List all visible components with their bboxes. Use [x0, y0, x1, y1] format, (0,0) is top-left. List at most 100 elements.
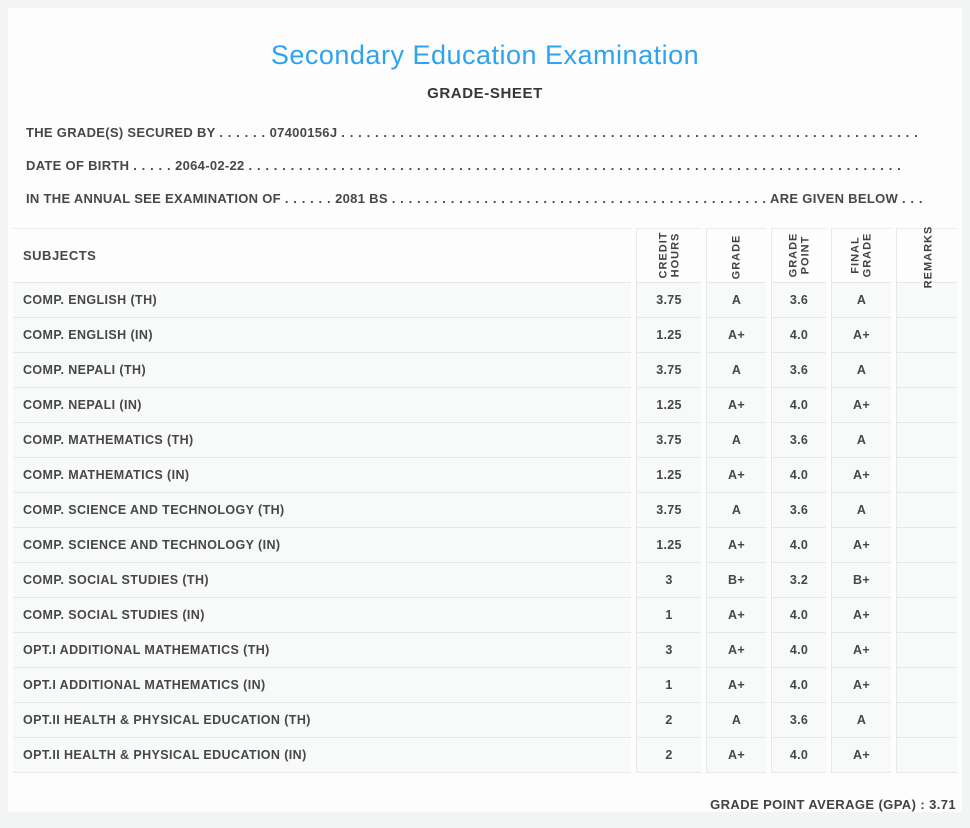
col-header-subjects: SUBJECTS: [13, 228, 631, 283]
table-row: COMP. NEPALI (TH) 3.75 A 3.6 A: [13, 353, 957, 388]
col-header-grade-point: GRADE POINT: [771, 228, 826, 283]
subject-cell: COMP. SCIENCE AND TECHNOLOGY (IN): [13, 528, 631, 563]
credit-hours-cell: 3.75: [636, 283, 701, 318]
credit-hours-cell: 1.25: [636, 318, 701, 353]
subject-cell: COMP. SCIENCE AND TECHNOLOGY (TH): [13, 493, 631, 528]
grade-point-cell: 4.0: [771, 388, 826, 423]
table-row: COMP. SOCIAL STUDIES (TH) 3 B+ 3.2 B+: [13, 563, 957, 598]
remarks-cell: [896, 598, 957, 633]
gpa-summary: GRADE POINT AVERAGE (GPA) : 3.71: [8, 797, 962, 812]
final-grade-cell: A+: [831, 388, 891, 423]
grade-cell: A: [706, 423, 766, 458]
grade-rotated-label: GRADE: [730, 234, 743, 279]
page-subtitle: GRADE-SHEET: [427, 85, 543, 102]
remarks-cell: [896, 283, 957, 318]
grade-cell: B+: [706, 563, 766, 598]
table-row: OPT.II HEALTH & PHYSICAL EDUCATION (IN) …: [13, 738, 957, 773]
subject-cell: COMP. SOCIAL STUDIES (IN): [13, 598, 631, 633]
dotted-leader: . . .: [901, 191, 924, 206]
subject-cell: COMP. SOCIAL STUDIES (TH): [13, 563, 631, 598]
final-grade-cell: A: [831, 703, 891, 738]
examination-year-value: 2081 BS: [335, 191, 388, 206]
dotted-leader: . . . . .: [133, 158, 172, 173]
table-row: COMP. ENGLISH (TH) 3.75 A 3.6 A: [13, 283, 957, 318]
dotted-leader: . . . . . . . . . . . . . . . . . . . . …: [248, 158, 902, 173]
credit-hours-cell: 1.25: [636, 528, 701, 563]
dotted-leader: . . . . . .: [284, 191, 332, 206]
remarks-cell: [896, 668, 957, 703]
table-row: COMP. SCIENCE AND TECHNOLOGY (TH) 3.75 A…: [13, 493, 957, 528]
date-of-birth-label: DATE OF BIRTH: [26, 158, 130, 173]
info-section: THE GRADE(S) SECURED BY . . . . . . 0740…: [8, 116, 962, 215]
remarks-cell: [896, 388, 957, 423]
remarks-cell: [896, 738, 957, 773]
table-row: COMP. NEPALI (IN) 1.25 A+ 4.0 A+: [13, 388, 957, 423]
subject-cell: COMP. NEPALI (TH): [13, 353, 631, 388]
final-grade-cell: A: [831, 493, 891, 528]
remarks-cell: [896, 353, 957, 388]
grade-cell: A+: [706, 668, 766, 703]
credit-hours-cell: 3: [636, 563, 701, 598]
credit-hours-cell: 3: [636, 633, 701, 668]
table-row: COMP. MATHEMATICS (TH) 3.75 A 3.6 A: [13, 423, 957, 458]
col-header-remarks: REMARKS: [896, 225, 957, 288]
grade-point-cell: 4.0: [771, 598, 826, 633]
date-of-birth-line: DATE OF BIRTH . . . . . 2064-02-22 . . .…: [26, 149, 952, 182]
table-row: OPT.II HEALTH & PHYSICAL EDUCATION (TH) …: [13, 703, 957, 738]
examination-year-line: IN THE ANNUAL SEE EXAMINATION OF . . . .…: [26, 182, 952, 215]
grade-point-cell: 4.0: [771, 633, 826, 668]
grade-cell: A: [706, 353, 766, 388]
grade-cell: A+: [706, 633, 766, 668]
credit-hours-cell: 3.75: [636, 423, 701, 458]
grade-point-cell: 4.0: [771, 528, 826, 563]
grades-table-body: COMP. ENGLISH (TH) 3.75 A 3.6 A COMP. EN…: [13, 283, 957, 773]
grade-cell: A: [706, 703, 766, 738]
examination-year-label: IN THE ANNUAL SEE EXAMINATION OF: [26, 191, 281, 206]
grade-cell: A+: [706, 738, 766, 773]
credit-hours-cell: 1: [636, 598, 701, 633]
credit-hours-cell: 1.25: [636, 388, 701, 423]
col-header-final-grade: FINAL GRADE: [831, 228, 891, 283]
credit-hours-cell: 1: [636, 668, 701, 703]
subject-cell: OPT.I ADDITIONAL MATHEMATICS (TH): [13, 633, 631, 668]
dotted-leader: . . . . . . . . . . . . . . . . . . . . …: [341, 125, 919, 140]
grade-cell: A: [706, 493, 766, 528]
grades-secured-by-line: THE GRADE(S) SECURED BY . . . . . . 0740…: [26, 116, 952, 149]
credit-hours-cell: 2: [636, 738, 701, 773]
table-row: COMP. ENGLISH (IN) 1.25 A+ 4.0 A+: [13, 318, 957, 353]
table-row: OPT.I ADDITIONAL MATHEMATICS (IN) 1 A+ 4…: [13, 668, 957, 703]
table-row: COMP. SCIENCE AND TECHNOLOGY (IN) 1.25 A…: [13, 528, 957, 563]
credit-hours-cell: 3.75: [636, 353, 701, 388]
credit-hours-cell: 3.75: [636, 493, 701, 528]
date-of-birth-value: 2064-02-22: [175, 158, 245, 173]
gpa-label: GRADE POINT AVERAGE (GPA) :: [710, 797, 926, 812]
grade-point-cell: 3.6: [771, 703, 826, 738]
final-grade-cell: B+: [831, 563, 891, 598]
final-grade-cell: A: [831, 353, 891, 388]
final-grade-rotated-label: FINAL GRADE: [849, 232, 874, 277]
grade-point-cell: 4.0: [771, 738, 826, 773]
table-row: COMP. SOCIAL STUDIES (IN) 1 A+ 4.0 A+: [13, 598, 957, 633]
grade-point-rotated-label: GRADE POINT: [786, 232, 811, 277]
grade-cell: A+: [706, 458, 766, 493]
grades-table-header: SUBJECTS CREDIT HOURS GRADE GRADE POINT …: [13, 225, 957, 288]
remarks-cell: [896, 563, 957, 598]
subject-cell: COMP. MATHEMATICS (IN): [13, 458, 631, 493]
final-grade-cell: A+: [831, 598, 891, 633]
page-title: Secondary Education Examination: [270, 40, 700, 70]
col-header-credit-hours: CREDIT HOURS: [636, 228, 701, 283]
final-grade-cell: A+: [831, 668, 891, 703]
final-grade-cell: A+: [831, 633, 891, 668]
credit-hours-cell: 1.25: [636, 458, 701, 493]
remarks-cell: [896, 318, 957, 353]
credit-hours-rotated-label: CREDIT HOURS: [656, 231, 681, 278]
grade-cell: A: [706, 283, 766, 318]
subject-cell: OPT.I ADDITIONAL MATHEMATICS (IN): [13, 668, 631, 703]
header-row: SUBJECTS CREDIT HOURS GRADE GRADE POINT …: [13, 225, 957, 288]
grade-point-cell: 4.0: [771, 318, 826, 353]
grade-point-cell: 3.6: [771, 493, 826, 528]
final-grade-cell: A+: [831, 738, 891, 773]
subject-cell: COMP. MATHEMATICS (TH): [13, 423, 631, 458]
grades-table: SUBJECTS CREDIT HOURS GRADE GRADE POINT …: [8, 225, 962, 773]
final-grade-cell: A+: [831, 318, 891, 353]
